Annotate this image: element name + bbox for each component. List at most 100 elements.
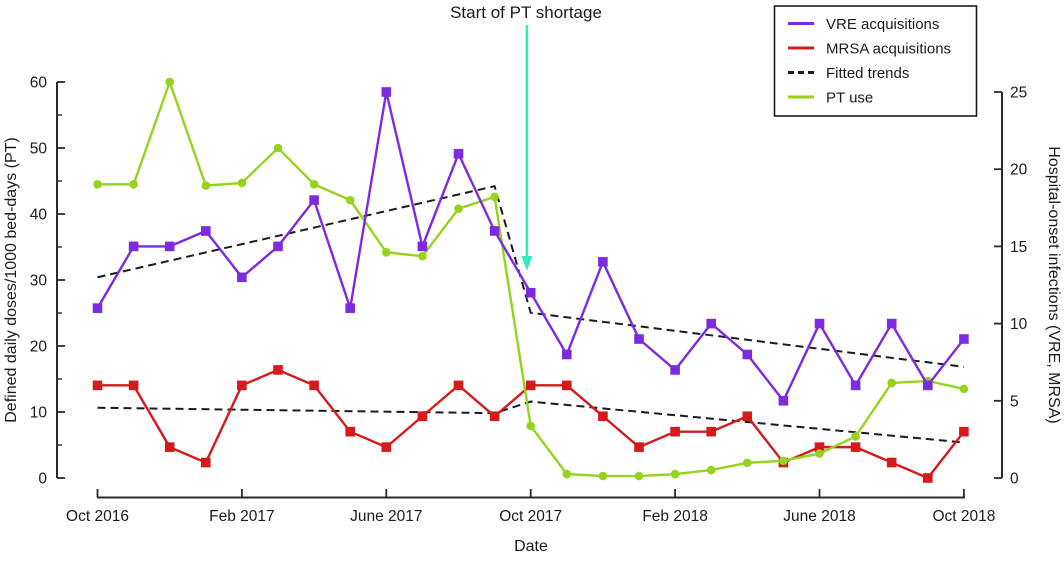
mrsa-acquisitions-marker [634, 442, 644, 452]
pt-use-marker [851, 432, 860, 441]
mrsa-acquisitions-marker [201, 457, 211, 468]
vre-fitted-trend [97, 184, 965, 368]
mrsa-acquisitions-marker [562, 380, 572, 391]
mrsa-acquisitions-marker [237, 380, 247, 391]
right-axis-tick-label: 25 [1010, 85, 1027, 102]
legend: VRE acquisitions MRSA acquisitions Fitted … [773, 5, 978, 117]
mrsa-acquisitions-marker [886, 457, 897, 468]
vre-acquisitions-marker [525, 287, 536, 298]
mrsa-acquisitions-marker [381, 442, 392, 452]
mrsa-fitted-trend [97, 400, 964, 444]
pt-use-marker [165, 77, 174, 87]
vre-acquisitions-line [96, 91, 965, 404]
mrsa-acquisitions-marker [525, 380, 536, 391]
right-axis-tick-label: 10 [1010, 316, 1028, 333]
legend-item-mrsa-acquisitions: MRSA acquisitions [788, 41, 951, 58]
pt-use-marker [93, 180, 102, 189]
vre-acquisitions-marker [562, 349, 572, 360]
pt-use-marker [382, 247, 391, 257]
mrsa-acquisitions-marker [489, 411, 500, 422]
mrsa-acquisitions-marker [814, 442, 825, 452]
pt-use-marker [562, 469, 572, 479]
vre-acquisitions-marker [886, 318, 897, 329]
x-axis-tick-label: Oct 2016 [66, 508, 129, 525]
pt-use-marker [526, 421, 535, 431]
legend-item-vre-acquisitions: VRE acquisitions [788, 16, 939, 33]
x-axis-title: Date [514, 538, 548, 555]
right-y-axis: 0 5 10 15 20 25 [994, 85, 1028, 488]
mrsa-acquisitions-marker [670, 426, 680, 437]
vre-acquisitions-marker [92, 303, 103, 313]
arrow-head [521, 256, 533, 271]
mrsa-acquisitions-marker [598, 411, 608, 422]
vre-acquisitions-series [92, 87, 969, 406]
legend-item-pt-use: PT use [788, 90, 873, 107]
vre-acquisitions-marker [923, 380, 933, 391]
legend-item-label: VRE acquisitions [826, 16, 939, 33]
left-axis-tick-label: 20 [30, 339, 48, 356]
x-axis-tick-label: Feb 2018 [642, 508, 708, 525]
pt-use-marker [959, 384, 969, 394]
pt-use-marker [815, 449, 824, 458]
mrsa-acquisitions-marker [453, 380, 464, 391]
left-axis-tick-label: 10 [30, 405, 48, 422]
x-axis-tick-label: Oct 2017 [499, 508, 562, 525]
vre-acquisitions-marker [237, 272, 247, 283]
pt-use-marker [598, 471, 608, 481]
vre-acquisitions-marker [309, 195, 319, 205]
left-axis-tick-label: 40 [30, 207, 48, 224]
pt-use-marker [345, 195, 355, 205]
legend-item-label: MRSA acquisitions [826, 41, 951, 58]
pt-use-marker [706, 465, 716, 475]
pt-use-marker [418, 251, 427, 261]
left-axis-tick-label: 30 [30, 273, 48, 290]
right-axis-title: Hospital-onset infections (VRE, MRSA) [1045, 146, 1062, 423]
mrsa-acquisitions-marker [345, 426, 355, 437]
left-axis-title: Defined daily doses/1000 bed-days (PT) [3, 137, 20, 423]
pt-use-marker [743, 458, 752, 468]
vre-acquisitions-marker [128, 241, 139, 252]
left-axis-tick-label: 0 [38, 471, 47, 488]
vre-acquisitions-marker [453, 148, 464, 159]
right-axis-tick-label: 5 [1010, 393, 1019, 410]
vre-acquisitions-marker [273, 241, 283, 252]
pt-use-marker [634, 471, 644, 481]
left-axis-tick-label: 60 [30, 75, 48, 92]
pt-use-marker [129, 180, 138, 189]
mrsa-acquisitions-marker [417, 411, 428, 422]
pt-use-marker [490, 192, 499, 202]
mrsa-acquisitions-marker [92, 380, 103, 391]
vre-acquisitions-marker [814, 318, 825, 329]
vre-acquisitions-marker [850, 380, 861, 391]
mrsa-acquisitions-marker [959, 426, 969, 437]
right-axis-tick-label: 0 [1010, 471, 1019, 488]
mrsa-acquisitions-marker [128, 380, 139, 391]
pt-use-marker [454, 204, 463, 214]
vre-acquisitions-marker [778, 396, 789, 406]
pt-use-marker [670, 469, 680, 479]
vre-acquisitions-marker [489, 226, 500, 236]
fitted-trend-lines [97, 184, 965, 444]
mrsa-acquisitions-series [92, 365, 969, 483]
mrsa-acquisitions-marker [742, 411, 753, 422]
data-series [92, 77, 969, 483]
pt-use-marker [237, 178, 247, 188]
mrsa-acquisitions-marker [706, 426, 716, 437]
x-axis: Oct 2016 Feb 2017 June 2017 Oct 2017 Feb 201… [66, 489, 995, 525]
mrsa-acquisitions-marker [923, 473, 933, 483]
vre-acquisitions-marker [670, 365, 680, 375]
right-axis-tick-label: 15 [1010, 239, 1027, 256]
vre-acquisitions-marker [417, 241, 428, 252]
mrsa-acquisitions-marker [309, 380, 319, 391]
pt-use-marker [887, 378, 896, 388]
left-axis-tick-label: 50 [30, 141, 48, 158]
mrsa-acquisitions-marker [273, 365, 283, 375]
vre-acquisitions-marker [706, 318, 716, 329]
vre-acquisitions-marker [634, 334, 644, 344]
vre-acquisitions-marker [164, 241, 175, 252]
vre-acquisitions-marker [959, 334, 969, 344]
x-axis-tick-label: Oct 2018 [932, 508, 995, 525]
vre-acquisitions-marker [201, 226, 211, 236]
